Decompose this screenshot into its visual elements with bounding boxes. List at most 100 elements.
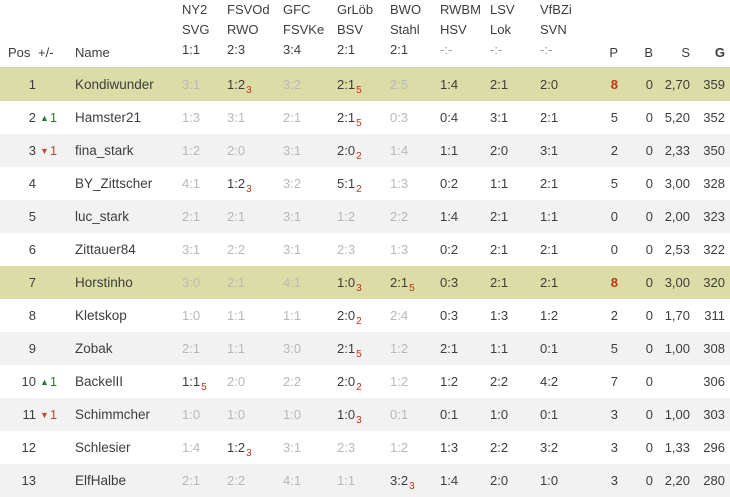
tip-cell: 2:5 xyxy=(390,67,440,101)
trend-cell xyxy=(38,464,75,497)
tip-cell: 1:1 xyxy=(227,332,283,365)
trend-cell xyxy=(38,266,75,299)
tip-cell: 3:2 xyxy=(283,176,302,191)
tip-cell: 3:1 xyxy=(227,110,246,125)
bonus-points: 0 xyxy=(618,200,653,233)
player-name[interactable]: ElfHalbe xyxy=(75,464,182,497)
bonus-points: 0 xyxy=(645,242,653,257)
tip-cell: 3:1 xyxy=(182,242,201,257)
tip-cell: 1:0 xyxy=(490,398,540,431)
player-name[interactable]: Kletskop xyxy=(75,308,127,323)
bonus-points: 0 xyxy=(645,374,653,389)
total-points: 359 xyxy=(690,67,730,101)
trend-up-icon: ▲ xyxy=(40,113,49,123)
tip-cell: 1:23 xyxy=(227,440,252,459)
player-name[interactable]: fina_stark xyxy=(75,134,182,167)
tip-cell: 1:2 xyxy=(337,200,390,233)
tip-cell: 2:1 xyxy=(490,200,540,233)
match-header-8[interactable]: VfBZi SVN -:- xyxy=(540,0,595,68)
position-value: 11 xyxy=(0,398,38,431)
player-name[interactable]: Zittauer84 xyxy=(75,242,136,257)
match-header-6[interactable]: RWBM HSV -:- xyxy=(440,0,490,68)
total-points: 352 xyxy=(703,110,725,125)
tip-cell: 1:4 xyxy=(390,134,440,167)
tip-cell: 2:0 xyxy=(227,134,283,167)
tip-cell: 1:4 xyxy=(440,67,490,101)
total-points: 311 xyxy=(704,308,725,323)
position-value: 10 xyxy=(21,374,36,389)
tip-cell: 4:1 xyxy=(283,266,337,299)
match-header-3[interactable]: GFC FSVKe 3:4 xyxy=(283,0,337,68)
player-name[interactable]: BackelII xyxy=(75,374,124,389)
avg-points: 1,00 xyxy=(653,398,690,431)
tip-cell: 1:4 xyxy=(440,200,490,233)
trend-cell: ▼1 xyxy=(38,134,75,167)
tip-cell: 1:03 xyxy=(337,266,390,299)
matchday-points: 8 xyxy=(595,67,618,101)
table-row: 5 luc_stark 2:1 2:1 3:1 1:2 2:2 1:4 2:1 … xyxy=(0,200,730,233)
tip-cell: 1:3 xyxy=(390,176,409,191)
match-header-2[interactable]: FSVOd RWO 2:3 xyxy=(227,0,283,68)
player-name[interactable]: Horstinho xyxy=(75,266,182,299)
tip-cell: 2:1 xyxy=(227,200,283,233)
tip-cell: 2:1 xyxy=(440,332,490,365)
match-header-7[interactable]: LSV Lok -:- xyxy=(490,0,540,68)
tip-cell: 1:0 xyxy=(227,398,283,431)
tip-points: 3 xyxy=(246,85,252,96)
player-name[interactable]: Zobak xyxy=(75,332,182,365)
bonus-points: 0 xyxy=(618,398,653,431)
tip-cell: 2:1 xyxy=(540,176,559,191)
avg-points: 2,20 xyxy=(653,464,690,497)
tip-points: 5 xyxy=(356,118,362,129)
player-name[interactable]: Schimmcher xyxy=(75,398,182,431)
away-team: RWO xyxy=(227,22,259,37)
tip-cell: 4:2 xyxy=(540,374,559,389)
match-result: 2:1 xyxy=(337,42,356,57)
tip-points: 2 xyxy=(356,184,362,195)
tip-points: 2 xyxy=(356,151,362,162)
header-name: Name xyxy=(75,0,182,68)
tip-cell: 1:3 xyxy=(440,440,459,455)
bonus-points: 0 xyxy=(645,176,653,191)
avg-points xyxy=(653,365,690,398)
tip-cell: 2:3 xyxy=(337,440,356,455)
tip-cell: 3:1 xyxy=(490,110,509,125)
tip-cell: 3:2 xyxy=(283,67,337,101)
avg-points: 1,70 xyxy=(664,308,690,323)
trend-down-icon: ▼ xyxy=(40,410,49,420)
tip-cell: 3:23 xyxy=(390,464,440,497)
tip-cell: 1:1 xyxy=(490,332,540,365)
home-team: FSVOd xyxy=(227,2,270,17)
match-header-1[interactable]: NY2 SVG 1:1 xyxy=(182,0,227,68)
matchday-points: 3 xyxy=(595,398,618,431)
trend-up-icon: ▲ xyxy=(40,377,49,387)
trend-cell xyxy=(38,167,75,200)
tip-cell: 0:2 xyxy=(440,176,459,191)
tip-cell: 0:1 xyxy=(390,398,440,431)
trend-cell xyxy=(38,233,75,266)
position-value: 7 xyxy=(0,266,38,299)
tip-cell: 2:15 xyxy=(337,67,390,101)
table-row: 4 BY_Zittscher 4:1 1:23 3:2 5:12 1:3 0:2… xyxy=(0,167,730,200)
match-header-4[interactable]: GrLöb BSV 2:1 xyxy=(337,0,390,68)
player-name[interactable]: Kondiwunder xyxy=(75,67,182,101)
away-team: SVG xyxy=(182,22,210,37)
tip-cell: 1:15 xyxy=(182,374,207,393)
tip-cell: 2:0 xyxy=(490,134,540,167)
avg-points: 1,33 xyxy=(664,440,690,455)
player-name[interactable]: Hamster21 xyxy=(75,110,142,125)
tip-cell: 1:2 xyxy=(440,374,459,389)
header-points: P xyxy=(595,0,618,68)
position-value: 1 xyxy=(0,67,38,101)
position-value: 5 xyxy=(0,200,38,233)
player-name[interactable]: BY_Zittscher xyxy=(75,176,153,191)
player-name[interactable]: luc_stark xyxy=(75,200,182,233)
player-name[interactable]: Schlesier xyxy=(75,440,131,455)
tip-cell: 1:1 xyxy=(283,308,302,323)
tip-cell: 2:2 xyxy=(390,200,440,233)
matchday-points: 3 xyxy=(595,464,618,497)
tip-cell: 0:4 xyxy=(440,110,459,125)
match-header-5[interactable]: BWO Stahl 2:1 xyxy=(390,0,440,68)
table-row: 3 ▼1 fina_stark 1:2 2:0 3:1 2:02 1:4 1:1… xyxy=(0,134,730,167)
tip-cell: 3:1 xyxy=(283,200,337,233)
